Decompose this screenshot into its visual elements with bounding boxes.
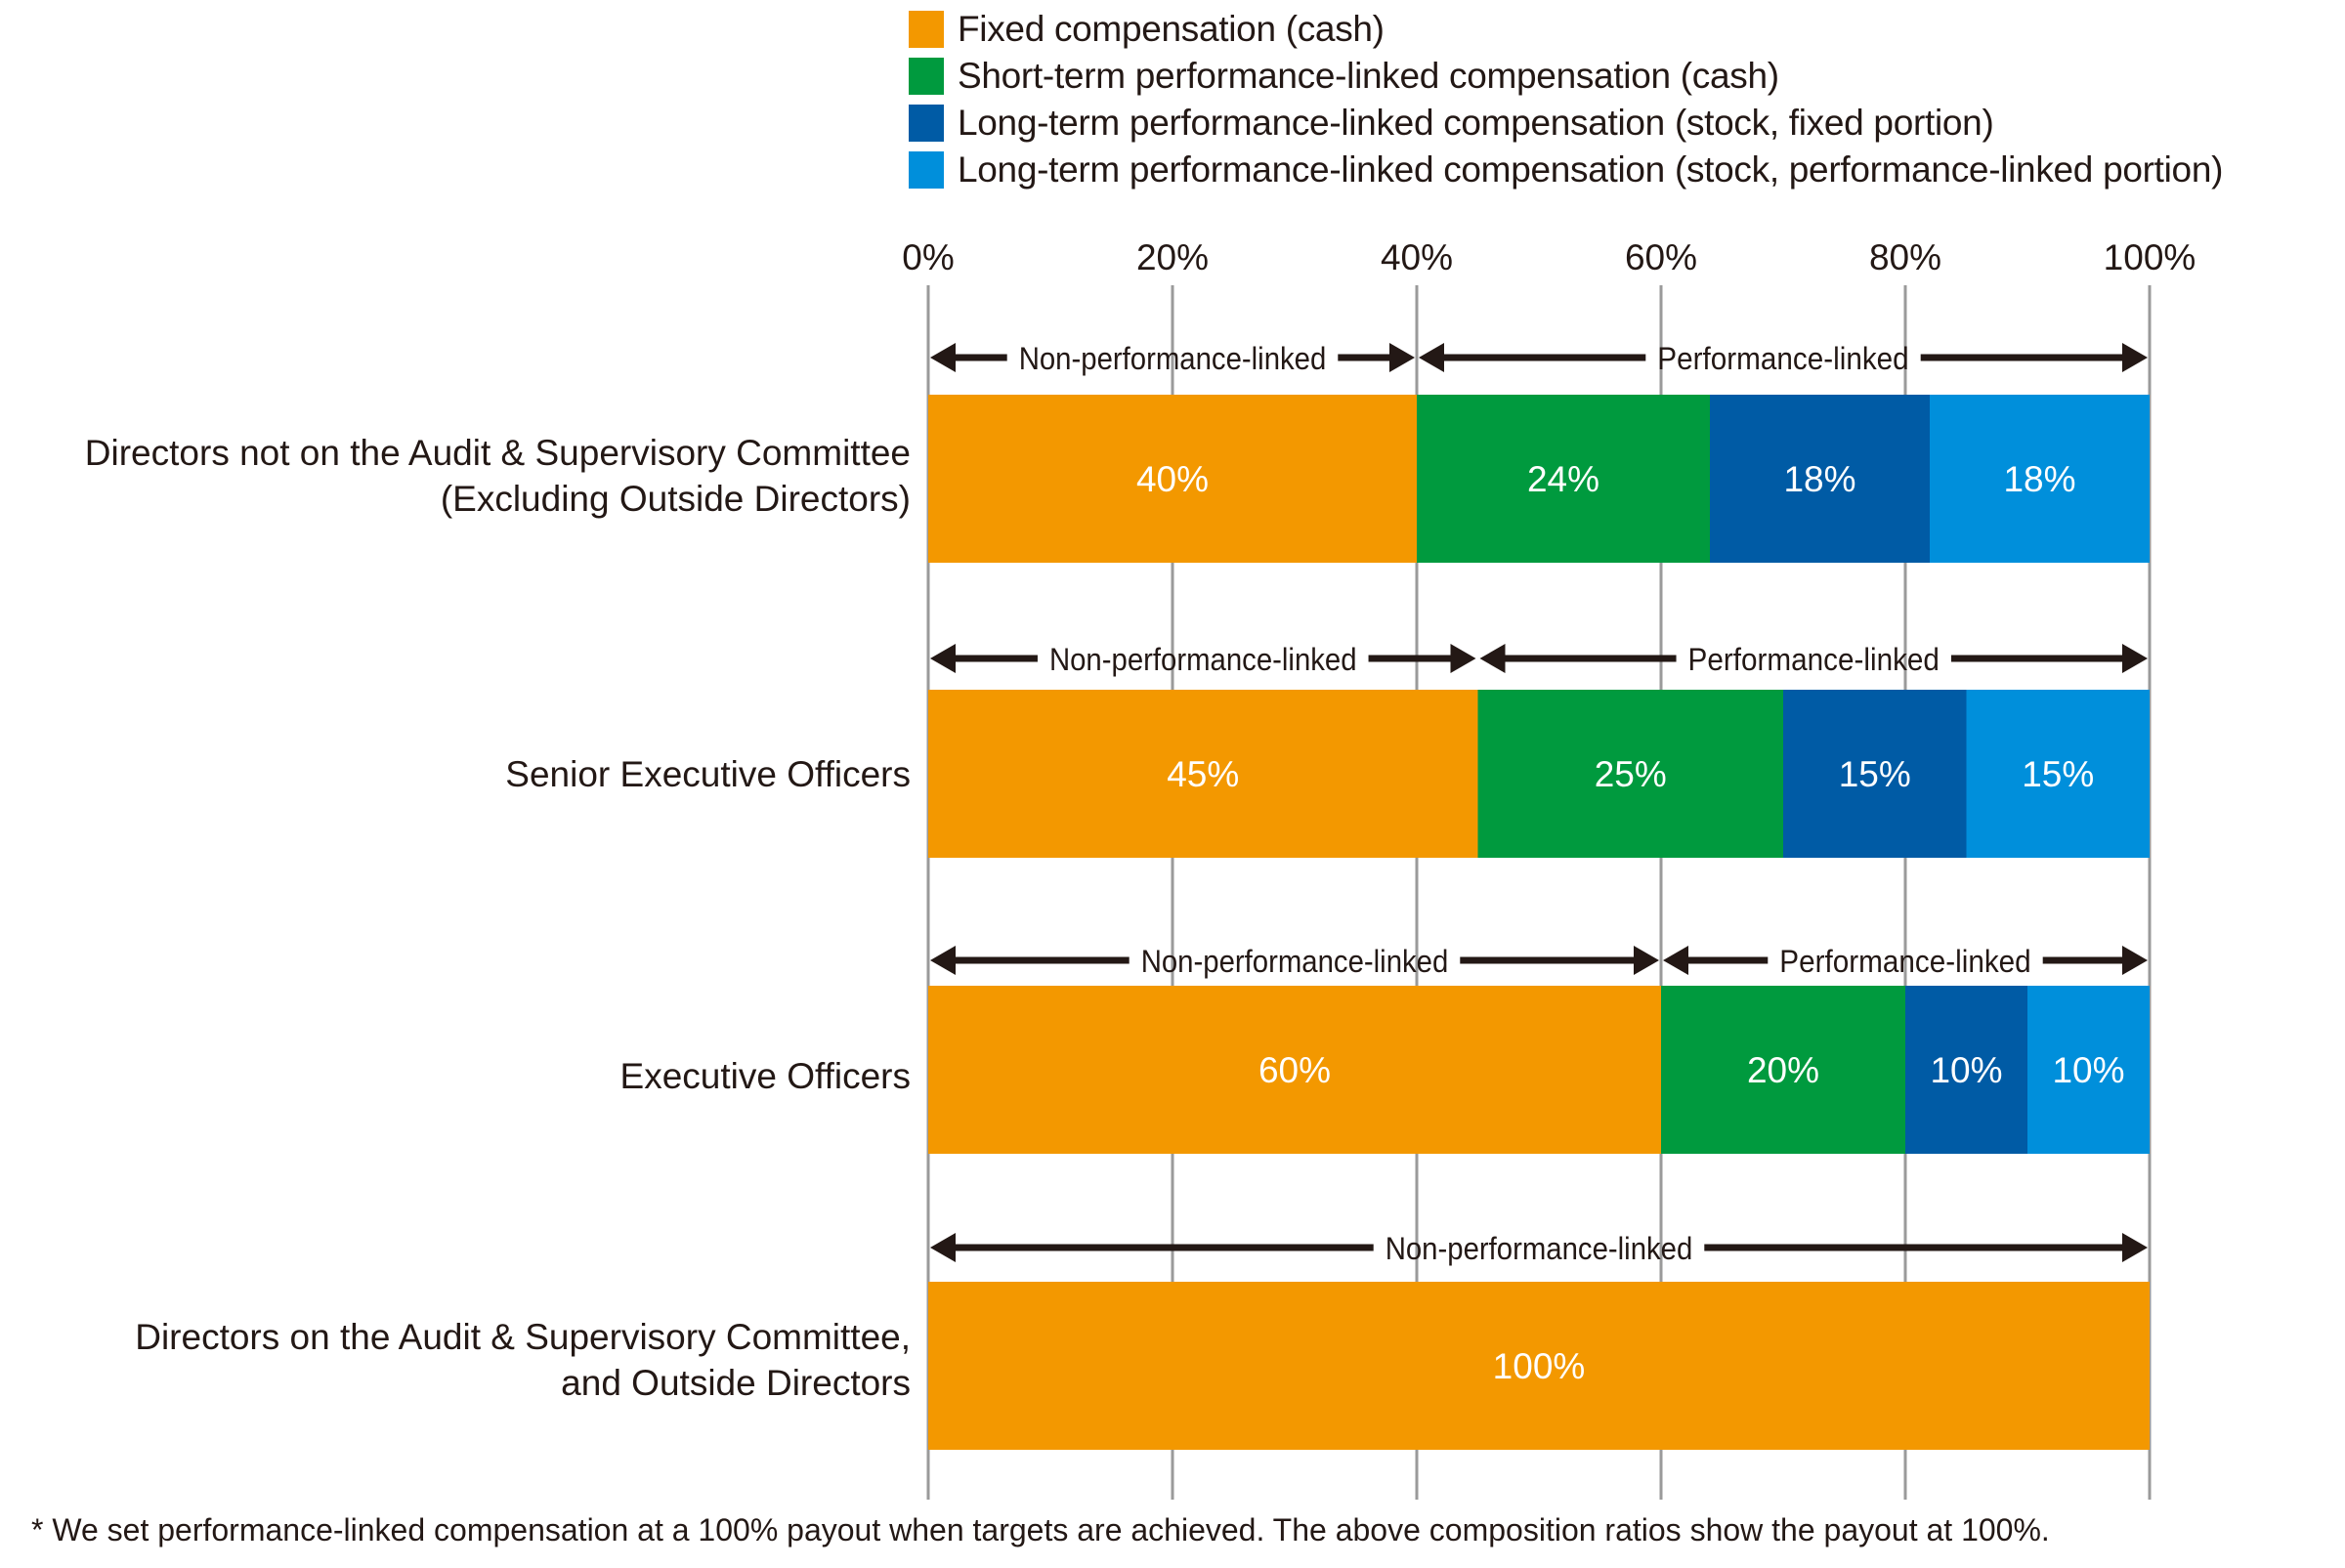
x-tick-label: 40% xyxy=(1381,237,1453,277)
bar-segment xyxy=(1783,690,1967,858)
footnote: * We set performance-linked compensation… xyxy=(31,1512,2050,1547)
arrow-right-icon xyxy=(1634,946,1659,975)
legend-swatch xyxy=(909,58,944,95)
bar-segment xyxy=(928,986,1661,1154)
legend-label: Fixed compensation (cash) xyxy=(958,9,1385,49)
arrow-right-icon xyxy=(2122,644,2148,673)
row-label-audit-committee-and-outside-directors: Directors on the Audit & Supervisory Com… xyxy=(135,1314,911,1406)
row-label-line: Directors not on the Audit & Supervisory… xyxy=(84,433,911,473)
bar-segment xyxy=(1905,986,2027,1154)
bar-segment xyxy=(1477,690,1783,858)
legend-item-long-term-fixed: Long-term performance-linked compensatio… xyxy=(909,100,2223,147)
data-label: 18% xyxy=(2003,459,2075,499)
arrow-right-icon xyxy=(2122,946,2148,975)
x-tick-label: 80% xyxy=(1869,237,1941,277)
arrow-left-icon xyxy=(930,644,956,673)
data-label: 24% xyxy=(1527,459,1599,499)
legend-swatch xyxy=(909,105,944,142)
arrow-right-icon xyxy=(2122,343,2148,372)
bar-segment xyxy=(928,395,1417,563)
bar-segment xyxy=(928,690,1478,858)
row-label-line: (Excluding Outside Directors) xyxy=(440,479,911,519)
row-label-executive-officers: Executive Officers xyxy=(620,1053,911,1099)
data-label: 25% xyxy=(1595,754,1667,794)
bracket-label: Non-performance-linked xyxy=(1019,341,1327,376)
bar-segment xyxy=(1661,986,1905,1154)
arrow-right-icon xyxy=(2122,1233,2148,1262)
bar-segment xyxy=(1417,395,1710,563)
legend: Fixed compensation (cash) Short-term per… xyxy=(909,6,2223,193)
bar-segment xyxy=(1710,395,1930,563)
data-label: 10% xyxy=(1930,1050,2002,1090)
row-label-line: Senior Executive Officers xyxy=(505,754,911,794)
row-label-line: Directors on the Audit & Supervisory Com… xyxy=(135,1317,911,1357)
arrow-left-icon xyxy=(1479,644,1506,673)
data-label: 15% xyxy=(2022,754,2094,794)
data-label: 100% xyxy=(1493,1346,1586,1386)
arrow-right-icon xyxy=(1389,343,1415,372)
bar-segment xyxy=(2027,986,2150,1154)
row-label-directors-not-on-committee: Directors not on the Audit & Supervisory… xyxy=(85,430,911,522)
arrow-left-icon xyxy=(930,946,956,975)
x-tick-label: 20% xyxy=(1136,237,1209,277)
x-tick-label: 100% xyxy=(2104,237,2196,277)
x-tick-label: 0% xyxy=(902,237,954,277)
arrow-right-icon xyxy=(1450,644,1476,673)
legend-item-fixed: Fixed compensation (cash) xyxy=(909,6,2223,53)
bracket-label: Performance-linked xyxy=(1779,944,2030,979)
data-label: 18% xyxy=(1783,459,1855,499)
legend-item-long-term-performance: Long-term performance-linked compensatio… xyxy=(909,147,2223,193)
bar-segment xyxy=(1966,690,2150,858)
bar-segment xyxy=(928,1282,2150,1450)
legend-label: Long-term performance-linked compensatio… xyxy=(958,149,2224,190)
data-label: 15% xyxy=(1839,754,1911,794)
bar-segment xyxy=(1930,395,2150,563)
data-label: 45% xyxy=(1167,754,1239,794)
legend-label: Short-term performance-linked compensati… xyxy=(958,56,1779,96)
data-label: 40% xyxy=(1136,459,1209,499)
data-label: 60% xyxy=(1258,1050,1331,1090)
bracket-label: Non-performance-linked xyxy=(1049,642,1357,677)
x-tick-label: 60% xyxy=(1625,237,1697,277)
bracket-label: Performance-linked xyxy=(1688,642,1940,677)
data-label: 10% xyxy=(2052,1050,2124,1090)
row-label-line: Executive Officers xyxy=(619,1056,911,1096)
row-label-senior-executive-officers: Senior Executive Officers xyxy=(505,751,911,797)
arrow-left-icon xyxy=(930,343,956,372)
arrow-left-icon xyxy=(930,1233,956,1262)
data-label: 20% xyxy=(1747,1050,1819,1090)
legend-swatch xyxy=(909,11,944,48)
arrow-left-icon xyxy=(1663,946,1688,975)
bracket-label: Performance-linked xyxy=(1657,341,1908,376)
legend-item-short-term: Short-term performance-linked compensati… xyxy=(909,53,2223,100)
legend-swatch xyxy=(909,151,944,189)
legend-label: Long-term performance-linked compensatio… xyxy=(958,103,1994,143)
row-label-line: and Outside Directors xyxy=(561,1363,911,1403)
bracket-label: Non-performance-linked xyxy=(1141,944,1449,979)
arrow-left-icon xyxy=(1419,343,1444,372)
bracket-label: Non-performance-linked xyxy=(1386,1231,1693,1266)
